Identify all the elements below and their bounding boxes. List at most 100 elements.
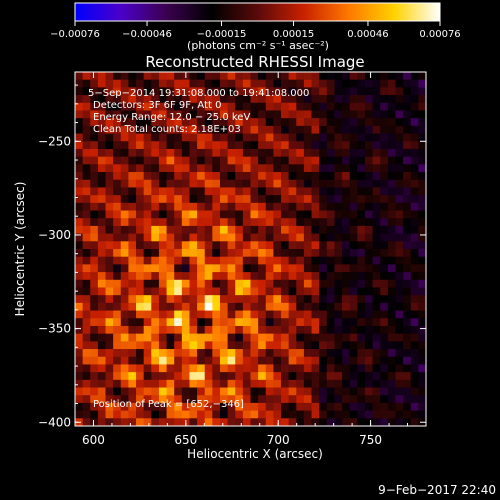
heatmap-cell: [357, 418, 366, 426]
heatmap-cell: [303, 125, 313, 135]
heatmap-cell: [90, 164, 99, 173]
heatmap-cell: [258, 225, 267, 235]
heatmap-cell: [181, 87, 191, 96]
heatmap-cell: [410, 95, 419, 104]
heatmap-cell: [326, 218, 336, 227]
heatmap-cell: [128, 356, 137, 366]
heatmap-cell: [319, 372, 328, 381]
heatmap-cell: [349, 202, 358, 212]
heatmap-cell: [265, 148, 274, 158]
heatmap-cell: [128, 318, 137, 327]
heatmap-cell: [311, 349, 320, 358]
heatmap-cell: [105, 372, 114, 381]
heatmap-cell: [204, 202, 213, 212]
heatmap-cell: [281, 210, 290, 219]
heatmap-cell: [212, 410, 221, 419]
heatmap-cell: [219, 225, 229, 235]
heatmap-cell: [113, 87, 122, 96]
heatmap-cell: [319, 79, 328, 88]
heatmap-cell: [364, 156, 374, 165]
heatmap-cell: [105, 141, 114, 150]
heatmap-cell: [372, 249, 381, 258]
heatmap-cell: [380, 410, 389, 419]
heatmap-cell: [82, 156, 91, 165]
heatmap-cell: [174, 156, 183, 165]
heatmap-cell: [265, 118, 274, 127]
heatmap-cell: [303, 395, 313, 404]
heatmap-cell: [189, 187, 198, 196]
heatmap-cell: [166, 356, 175, 366]
heatmap-cell: [242, 395, 252, 404]
heatmap-cell: [418, 95, 426, 104]
heatmap-cell: [418, 110, 426, 119]
heatmap-cell: [120, 318, 130, 327]
heatmap-cell: [334, 102, 343, 112]
heatmap-cell: [342, 279, 351, 289]
heatmap-cell: [342, 87, 351, 96]
heatmap-cell: [372, 241, 381, 250]
heatmap-cell: [143, 302, 152, 312]
heatmap-cell: [219, 79, 229, 88]
heatmap-cell: [197, 349, 206, 358]
heatmap-cell: [128, 264, 137, 273]
heatmap-cell: [113, 310, 122, 319]
heatmap-cell: [166, 387, 175, 396]
heatmap-cell: [242, 310, 252, 319]
heatmap-cell: [357, 302, 366, 312]
heatmap-cell: [273, 125, 282, 135]
heatmap-cell: [342, 264, 351, 273]
heatmap-cell: [303, 210, 313, 219]
heatmap-cell: [403, 410, 412, 419]
heatmap-cell: [181, 125, 191, 135]
heatmap-cell: [349, 372, 358, 381]
heatmap-cell: [364, 249, 374, 258]
heatmap-cell: [204, 87, 213, 96]
heatmap-cell: [128, 72, 137, 81]
heatmap-cell: [227, 379, 236, 389]
heatmap-cell: [189, 125, 198, 135]
heatmap-cell: [75, 87, 84, 96]
heatmap-cell: [181, 179, 191, 189]
heatmap-cell: [288, 325, 297, 335]
heatmap-cell: [387, 364, 397, 373]
heatmap-cell: [204, 364, 213, 373]
heatmap-cell: [258, 372, 267, 381]
heatmap-cell: [97, 195, 107, 204]
heatmap-cell: [250, 102, 259, 112]
heatmap-cell: [387, 179, 397, 189]
heatmap-cell: [105, 395, 114, 404]
heatmap-cell: [189, 95, 198, 104]
heatmap-cell: [90, 118, 99, 127]
heatmap-cell: [349, 356, 358, 366]
heatmap-cell: [403, 110, 412, 119]
heatmap-cell: [128, 295, 137, 304]
heatmap-cell: [326, 79, 336, 88]
heatmap-cell: [387, 318, 397, 327]
heatmap-cell: [273, 264, 282, 273]
heatmap-cell: [303, 249, 313, 258]
heatmap-cell: [364, 333, 374, 342]
heatmap-cell: [120, 395, 130, 404]
heatmap-cell: [410, 179, 419, 189]
heatmap-cell: [311, 310, 320, 319]
heatmap-cell: [357, 87, 366, 96]
heatmap-cell: [136, 310, 145, 319]
heatmap-cell: [258, 249, 267, 258]
heatmap-cell: [212, 233, 221, 242]
heatmap-cell: [197, 79, 206, 88]
heatmap-cell: [364, 118, 374, 127]
heatmap-cell: [250, 287, 259, 296]
heatmap-cell: [387, 118, 397, 127]
heatmap-cell: [242, 349, 252, 358]
heatmap-cell: [311, 264, 320, 273]
heatmap-cell: [97, 279, 107, 289]
heatmap-cell: [227, 195, 236, 204]
heatmap-cell: [181, 341, 191, 350]
heatmap-cell: [380, 118, 389, 127]
heatmap-cell: [151, 218, 160, 227]
heatmap-cell: [281, 249, 290, 258]
heatmap-cell: [97, 418, 107, 426]
heatmap-cell: [97, 318, 107, 327]
heatmap-cell: [90, 195, 99, 204]
heatmap-cell: [166, 95, 175, 104]
